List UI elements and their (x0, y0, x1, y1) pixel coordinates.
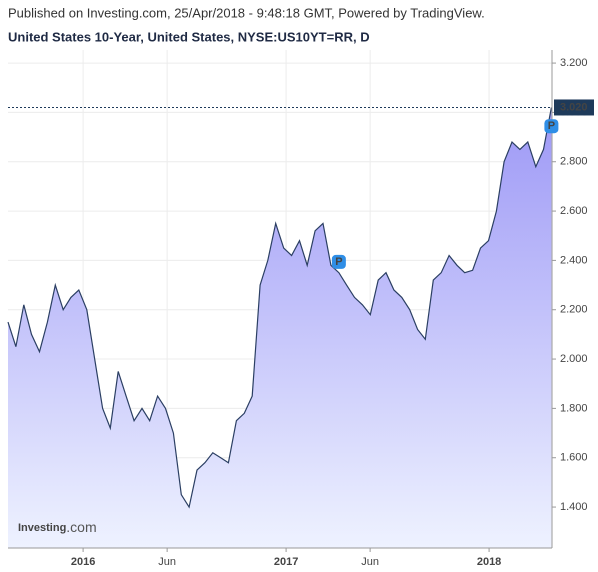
area (8, 107, 552, 548)
y-tick-label: 3.200 (560, 57, 588, 69)
event-marker-label: P (548, 120, 555, 132)
price-badge (554, 99, 594, 116)
y-tick-label: 2.200 (560, 304, 588, 316)
line (7, 107, 552, 509)
y-tick-label: 1.600 (560, 452, 588, 464)
x-tick-label: Jun (361, 556, 379, 568)
chart-title: United States 10-Year, United States, NY… (8, 29, 370, 44)
y-tick-label: 2.000 (560, 353, 588, 365)
published-note: Published on Investing.com, 25/Apr/2018 … (8, 5, 485, 20)
x-tick-label: 2018 (477, 556, 501, 568)
price-label: 3.020 (560, 101, 588, 113)
y-tick-label: 2.600 (560, 205, 588, 217)
x-tick-label: Jun (158, 556, 176, 568)
logo-suffix: .com (66, 519, 96, 535)
x-tick-label: 2016 (71, 556, 95, 568)
y-tick-label: 2.800 (560, 156, 588, 168)
logo-main: Investing (18, 522, 66, 534)
event-marker (331, 254, 346, 269)
y-tick-label: 1.800 (560, 402, 588, 414)
event-marker (544, 119, 559, 134)
x-tick-label: 2017 (274, 556, 298, 568)
logo: Investing.com (18, 519, 97, 535)
y-tick-label: 1.400 (560, 501, 588, 513)
y-tick-label: 2.400 (560, 254, 588, 266)
event-marker-label: P (335, 256, 342, 268)
